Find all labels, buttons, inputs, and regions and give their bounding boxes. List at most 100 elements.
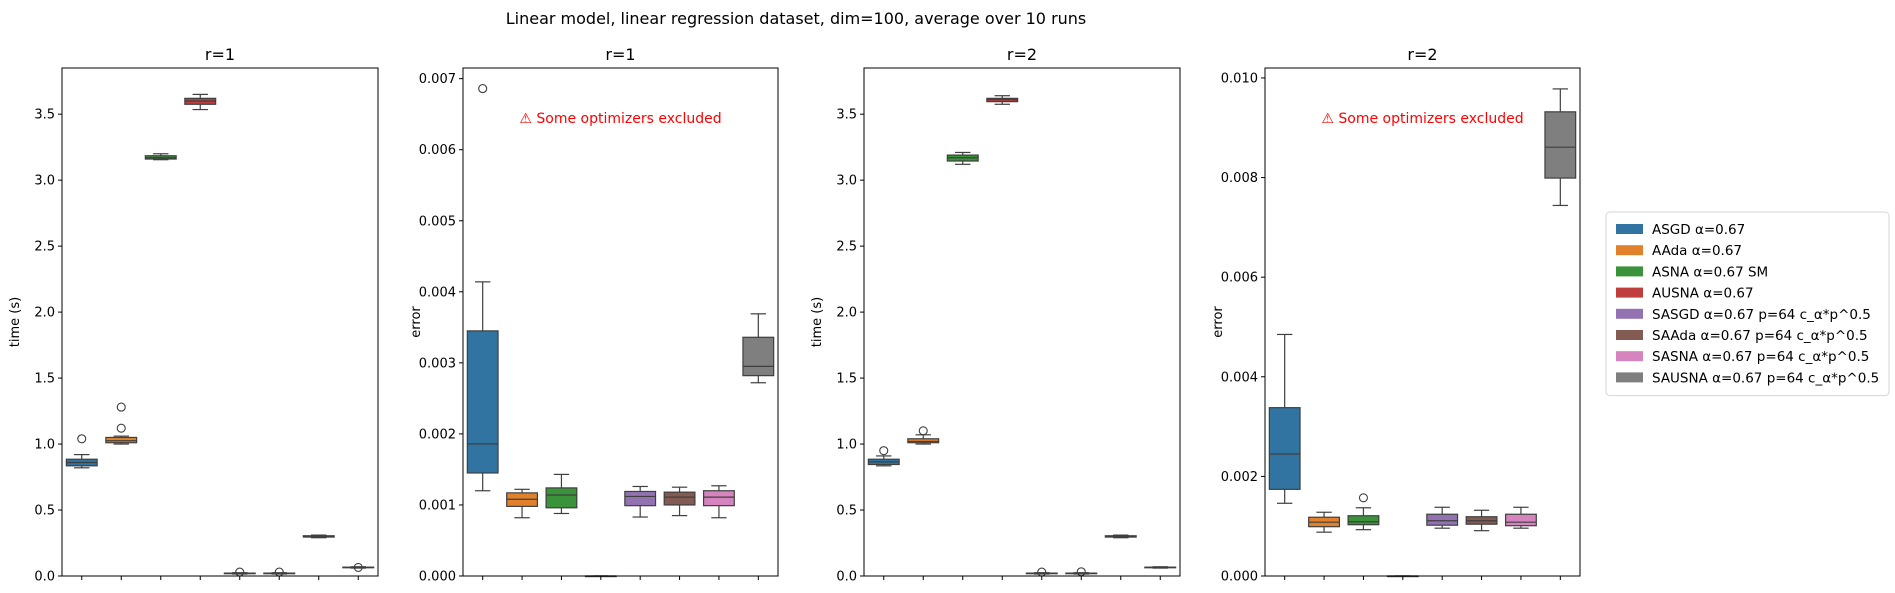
subplots: r=1 time (s) 0.0 0.5 1.0 1.5 2.0 2.5 3.0 3.5 r=1 er…	[8, 45, 1581, 585]
box-iqr	[1426, 513, 1459, 526]
y-tick-label: 0.000	[1221, 570, 1258, 585]
y-axis-label: time (s)	[8, 297, 23, 347]
subplot-1: r=1 time (s) 0.0 0.5 1.0 1.5 2.0 2.5 3.0 3.5	[8, 45, 379, 585]
legend-swatch	[1616, 224, 1643, 234]
axes-frame	[1264, 67, 1581, 577]
box-SASNA α=0.67 p=64 c_α*p^0.5	[302, 534, 335, 539]
outlier-point	[116, 402, 126, 412]
legend-swatch	[1616, 308, 1643, 319]
legend-swatch	[1616, 330, 1643, 340]
y-tick-label: 3.5	[34, 108, 55, 123]
box-ASNA α=0.67 SM	[144, 153, 177, 161]
outlier-point	[478, 84, 488, 94]
subplot-2: r=1 error 0.000 0.001 0.002 0.003 0.004 0.005 0.…	[409, 45, 779, 585]
outlier-point	[274, 567, 284, 577]
y-tick-label: 0.5	[836, 504, 857, 519]
box-SASGD α=0.67 p=64 c_α*p^0.5	[624, 485, 657, 518]
legend-entry: SAAda α=0.67 p=64 c_α*p^0.5	[1616, 328, 1868, 344]
outlier-point	[116, 423, 126, 433]
y-tick-label: 0.006	[1221, 271, 1258, 286]
y-tick-label: 0.006	[419, 143, 456, 158]
box-AAda α=0.67	[506, 488, 539, 519]
y-tick-label: 0.008	[1221, 171, 1258, 186]
subplot-4: r=2 error 0.000 0.002 0.004 0.006 0.008 0.010 ⚠ …	[1211, 45, 1581, 585]
legend-entry: ASNA α=0.67 SM	[1616, 264, 1768, 280]
box-AAda α=0.67	[105, 402, 138, 445]
y-axis-label: time (s)	[810, 297, 825, 347]
subplot-3: r=2 time (s) 0.0 0.5 1.0 1.5 2.0 2.5 3.0 3.5	[810, 45, 1181, 585]
box-SAUSNA α=0.67 p=64 c_α*p^0.5	[1544, 88, 1577, 207]
box-iqr	[1544, 111, 1577, 179]
excluded-note: ⚠ Some optimizers excluded	[519, 111, 721, 127]
legend-label: SASNA α=0.67 p=64 c_α*p^0.5	[1652, 349, 1869, 365]
axes-frame	[863, 67, 1181, 577]
y-tick-label: 0.001	[419, 498, 456, 513]
legend-swatch	[1616, 266, 1643, 277]
subplot-title: r=1	[605, 45, 635, 64]
y-tick-label: 1.5	[34, 372, 55, 387]
y-tick-label: 0.004	[1221, 370, 1258, 385]
y-tick-label: 0.0	[836, 570, 857, 585]
box-iqr	[1504, 513, 1537, 527]
legend-label: ASGD α=0.67	[1652, 222, 1745, 238]
legend-entry: ASGD α=0.67	[1616, 222, 1745, 238]
box-ASGD α=0.67	[867, 446, 900, 467]
axes-frame	[462, 67, 779, 577]
y-axis-label: error	[1211, 306, 1226, 338]
box-SASGD α=0.67 p=64 c_α*p^0.5	[1426, 506, 1459, 529]
box-SASNA α=0.67 p=64 c_α*p^0.5	[1104, 534, 1137, 539]
legend-label: SAAda α=0.67 p=64 c_α*p^0.5	[1652, 328, 1868, 344]
box-SASNA α=0.67 p=64 c_α*p^0.5	[1504, 506, 1537, 529]
legend-swatch	[1616, 372, 1643, 383]
y-tick-label: 0.004	[419, 285, 456, 300]
y-tick-label: 0.003	[419, 356, 456, 371]
box-iqr	[1347, 515, 1380, 526]
y-tick-label: 1.0	[34, 438, 55, 453]
outlier-point	[879, 446, 889, 456]
box-ASNA α=0.67 SM	[1347, 493, 1380, 531]
box-iqr	[466, 330, 499, 474]
box-SASNA α=0.67 p=64 c_α*p^0.5	[702, 485, 735, 519]
box-iqr	[663, 491, 696, 506]
box-iqr	[545, 487, 578, 509]
y-tick-label: 0.007	[419, 72, 456, 87]
y-tick-label: 0.010	[1221, 71, 1258, 86]
box-iqr	[702, 490, 735, 507]
y-tick-label: 0.5	[34, 504, 55, 519]
y-tick-label: 0.002	[419, 427, 456, 442]
y-tick-label: 2.5	[836, 240, 857, 255]
y-tick-label: 0.000	[419, 570, 456, 585]
legend-swatch	[1616, 245, 1643, 256]
legend-label: ASNA α=0.67 SM	[1652, 264, 1768, 280]
excluded-note: ⚠ Some optimizers excluded	[1321, 111, 1523, 127]
legend-entry: SASGD α=0.67 p=64 c_α*p^0.5	[1616, 307, 1871, 323]
box-SAAda α=0.67 p=64 c_α*p^0.5	[663, 486, 696, 517]
box-AAda α=0.67	[907, 426, 940, 445]
box-SAAda α=0.67 p=64 c_α*p^0.5	[1065, 567, 1098, 577]
box-ASGD α=0.67	[65, 434, 98, 469]
legend-entry: AAda α=0.67	[1616, 243, 1742, 259]
subplot-title: r=2	[1407, 45, 1437, 64]
outlier-point	[1358, 493, 1368, 503]
box-iqr	[105, 436, 138, 444]
box-SAUSNA α=0.67 p=64 c_α*p^0.5	[742, 313, 775, 384]
box-SASGD α=0.67 p=64 c_α*p^0.5	[1025, 567, 1058, 577]
y-tick-label: 3.0	[836, 174, 857, 189]
box-AUSNA α=0.67	[986, 95, 1019, 105]
legend-entry: SASNA α=0.67 p=64 c_α*p^0.5	[1616, 349, 1869, 365]
axes-frame	[61, 67, 379, 577]
box-iqr	[624, 490, 657, 507]
box-ASGD α=0.67	[1268, 333, 1301, 504]
outlier-point	[353, 562, 363, 572]
box-SAAda α=0.67 p=64 c_α*p^0.5	[263, 567, 296, 577]
box-AUSNA α=0.67	[184, 93, 217, 111]
legend-label: AAda α=0.67	[1652, 243, 1742, 259]
y-tick-label: 0.002	[1221, 470, 1258, 485]
y-tick-label: 0.0	[34, 570, 55, 585]
box-iqr	[907, 438, 940, 444]
box-ASNA α=0.67 SM	[946, 151, 979, 165]
box-SAAda α=0.67 p=64 c_α*p^0.5	[1465, 509, 1498, 532]
y-tick-label: 1.0	[836, 438, 857, 453]
subplot-title: r=2	[1007, 45, 1037, 64]
y-tick-label: 0.005	[419, 214, 456, 229]
